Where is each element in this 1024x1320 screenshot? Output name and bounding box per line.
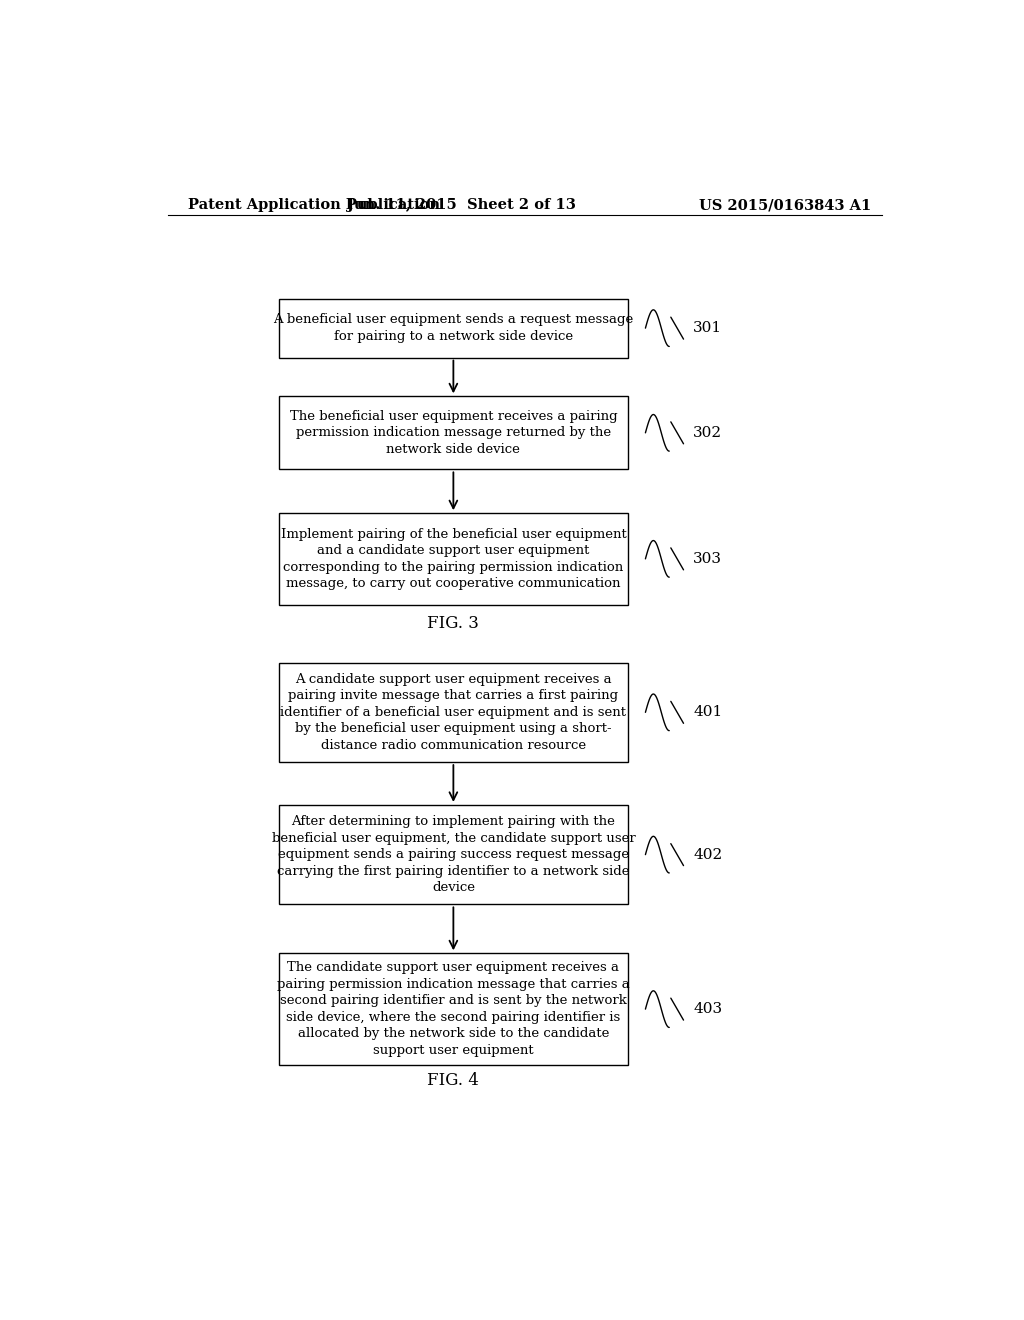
Text: Implement pairing of the beneficial user equipment
and a candidate support user : Implement pairing of the beneficial user… bbox=[281, 528, 627, 590]
Text: 402: 402 bbox=[693, 847, 722, 862]
Text: The candidate support user equipment receives a
pairing permission indication me: The candidate support user equipment rec… bbox=[278, 961, 630, 1057]
Text: After determining to implement pairing with the
beneficial user equipment, the c: After determining to implement pairing w… bbox=[271, 816, 635, 894]
Text: 303: 303 bbox=[693, 552, 722, 566]
Text: A candidate support user equipment receives a
pairing invite message that carrie: A candidate support user equipment recei… bbox=[281, 673, 627, 752]
Text: FIG. 4: FIG. 4 bbox=[427, 1072, 479, 1089]
Text: 301: 301 bbox=[693, 321, 722, 335]
Bar bbox=[279, 663, 628, 762]
Text: The beneficial user equipment receives a pairing
permission indication message r: The beneficial user equipment receives a… bbox=[290, 409, 617, 455]
Text: 401: 401 bbox=[693, 705, 722, 719]
Bar bbox=[279, 298, 628, 358]
Text: FIG. 3: FIG. 3 bbox=[427, 615, 479, 632]
Text: Jun. 11, 2015  Sheet 2 of 13: Jun. 11, 2015 Sheet 2 of 13 bbox=[347, 198, 575, 213]
Text: Patent Application Publication: Patent Application Publication bbox=[187, 198, 439, 213]
Text: 403: 403 bbox=[693, 1002, 722, 1016]
Bar bbox=[279, 953, 628, 1065]
Bar bbox=[279, 396, 628, 470]
Text: A beneficial user equipment sends a request message
for pairing to a network sid: A beneficial user equipment sends a requ… bbox=[273, 313, 634, 343]
Bar bbox=[279, 805, 628, 904]
Text: US 2015/0163843 A1: US 2015/0163843 A1 bbox=[699, 198, 871, 213]
Text: 302: 302 bbox=[693, 426, 722, 440]
Bar bbox=[279, 513, 628, 605]
